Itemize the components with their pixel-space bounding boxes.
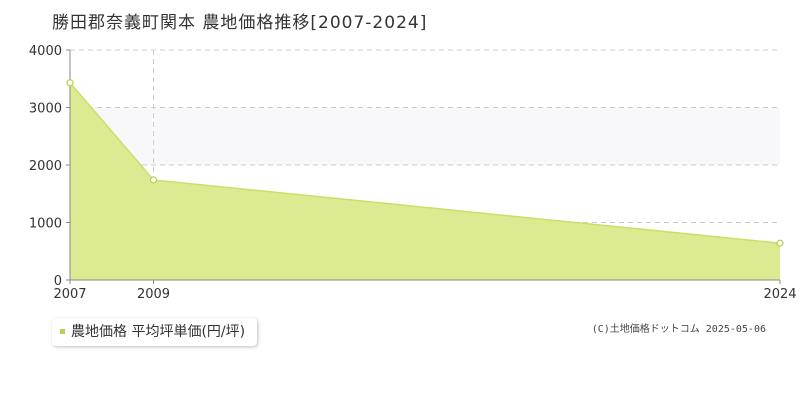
series-area <box>70 82 780 281</box>
data-point <box>66 79 74 87</box>
y-tick-label: 4000 <box>29 44 62 59</box>
chart-title: 勝田郡奈義町関本 農地価格推移[2007-2024] <box>52 13 428 33</box>
x-tick-label: 2024 <box>763 287 796 302</box>
legend: 農地価格 平均坪単価(円/坪) <box>52 318 258 346</box>
y-tick-label: 3000 <box>29 102 62 117</box>
legend-label: 農地価格 平均坪単価(円/坪) <box>71 324 246 340</box>
legend-marker-icon <box>60 328 65 334</box>
y-tick-label: 0 <box>54 274 62 289</box>
y-tick-label: 1000 <box>29 217 62 232</box>
data-point <box>776 239 784 247</box>
copyright: (C)土地価格ドットコム 2025-05-06 <box>591 324 766 335</box>
grid-band <box>70 107 780 165</box>
y-tick-label: 2000 <box>29 159 62 174</box>
x-tick-label: 2007 <box>53 287 86 302</box>
data-point <box>149 176 158 184</box>
x-tick-label: 2009 <box>137 287 170 302</box>
